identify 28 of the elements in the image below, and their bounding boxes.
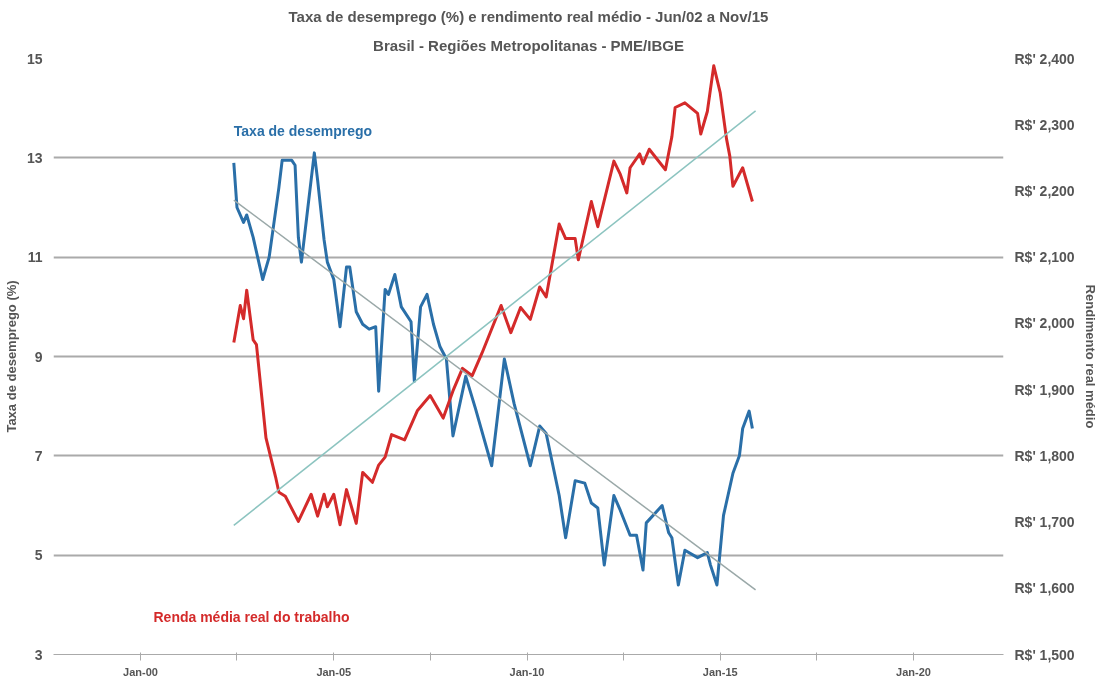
y-axis-title: Taxa de desemprego (%) [3,280,19,433]
y2-tick-label: R$' 1,600 [1014,580,1075,597]
text: Renda média real do trabalho [153,608,350,625]
y2-tick-label: R$' 1,500 [1014,646,1075,663]
series-label: Taxa de desemprego [233,122,373,139]
y2-tick-label: R$' 1,900 [1014,381,1075,398]
y-tick-label: 3 [34,646,43,663]
y2-tick-label: R$' 2,000 [1014,315,1075,332]
y-tick-label: 5 [34,547,43,564]
x-tick-label: Jan-05 [316,665,352,678]
x-tick-label: Jan-10 [509,665,545,678]
y-tick-label: 15 [26,50,43,67]
chart-subtitle: Brasil - Regiões Metropolitanas - PME/IBGE [373,36,684,54]
y2-axis-title: Rendimento real médio [1082,284,1098,429]
y2-tick-label: R$' 2,200 [1014,182,1075,199]
chart-title: Taxa de desemprego (%) e rendimento real médio - Jun/02 a Nov/15 [288,7,769,25]
y2-tick-label: R$' 1,800 [1014,447,1075,464]
y-tick-label: 13 [26,149,43,166]
y-tick-label: 9 [34,348,43,365]
y2-tick-label: R$' 1,700 [1014,514,1075,531]
x-tick-label: Jan-00 [123,665,158,678]
y-tick-label: 11 [27,249,43,266]
x-tick-label: Jan-20 [896,665,931,678]
y2-tick-label: R$' 2,100 [1014,249,1075,266]
y-tick-label: 7 [34,447,43,464]
x-tick-label: Jan-15 [702,665,738,678]
y2-tick-label: R$' 2,400 [1014,50,1075,67]
y2-tick-label: R$' 2,300 [1014,116,1075,133]
